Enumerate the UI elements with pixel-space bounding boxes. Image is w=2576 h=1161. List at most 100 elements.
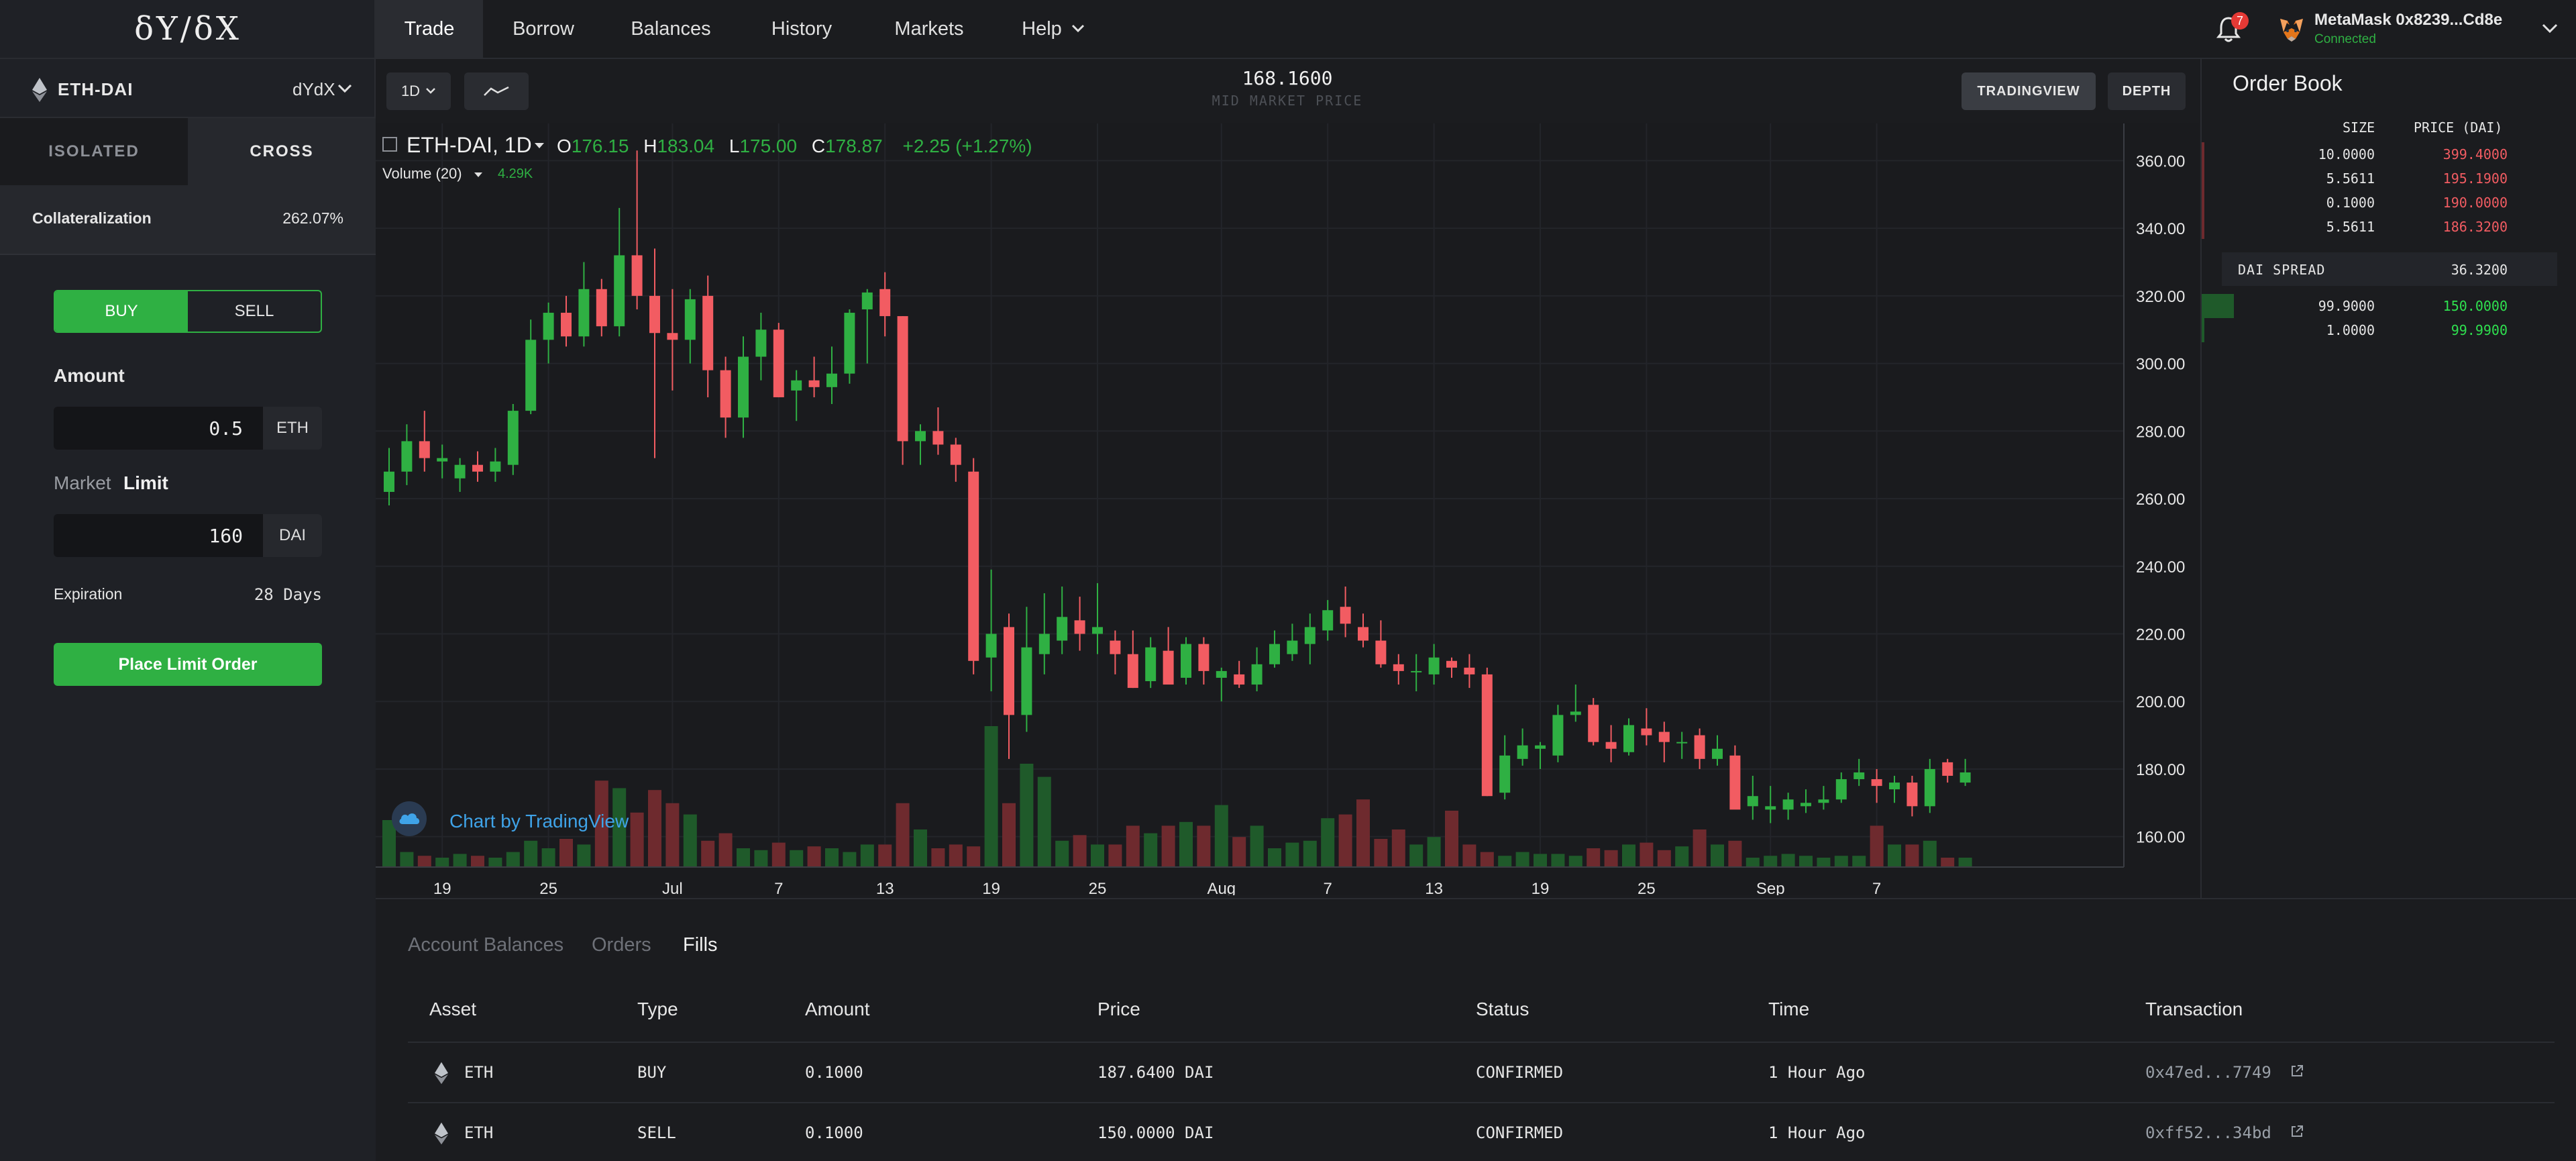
ask-row[interactable]: 0.1000 190.0000 xyxy=(2202,191,2576,215)
tradingview-logo-icon[interactable] xyxy=(392,801,427,836)
caret-down-icon[interactable] xyxy=(534,142,545,149)
exchange-label[interactable]: dYdX xyxy=(292,79,335,99)
ask-row[interactable]: 5.5611 195.1900 xyxy=(2202,166,2576,191)
candle xyxy=(1269,630,1280,668)
candle xyxy=(1499,735,1511,800)
candle xyxy=(1375,620,1387,668)
ask-row[interactable]: 10.0000 399.4000 xyxy=(2202,142,2576,166)
volume-bar xyxy=(435,858,449,867)
view-depth-button[interactable]: DEPTH xyxy=(2108,72,2186,110)
chevron-down-icon[interactable] xyxy=(2541,23,2559,35)
candle-body xyxy=(1801,803,1811,807)
chart-type-button[interactable] xyxy=(464,72,529,110)
amount-field[interactable]: 0.5 ETH xyxy=(54,407,322,450)
market-selector[interactable]: ETH-DAI dYdX xyxy=(0,59,376,118)
x-tick-label: 13 xyxy=(876,880,894,895)
candle xyxy=(578,262,590,347)
candle-body xyxy=(1428,657,1440,674)
candle-body xyxy=(454,464,466,478)
tradingview-attribution-link[interactable]: Chart by TradingView xyxy=(449,811,629,831)
order-type-market[interactable]: Market xyxy=(54,472,111,493)
tab-cross[interactable]: CROSS xyxy=(188,118,376,185)
candlestick-chart[interactable]: 360.00 340.00 320.00 300.00 280.00 260.00 240.… xyxy=(376,123,2199,898)
table-row[interactable]: ETH SELL 0.1000 150.0000 DAI CONFIRMED 1… xyxy=(408,1102,2555,1161)
expiration-value[interactable]: 28 Days xyxy=(254,585,322,604)
candle xyxy=(1871,768,1882,803)
candle-body xyxy=(1038,634,1050,654)
collapse-legend-icon[interactable] xyxy=(382,137,397,152)
nav-trade[interactable]: Trade xyxy=(376,0,483,58)
bid-row[interactable]: 1.0000 99.9900 xyxy=(2202,318,2576,342)
tab-isolated[interactable]: ISOLATED xyxy=(0,118,188,185)
table-row[interactable]: ETH BUY 0.1000 187.6400 DAI CONFIRMED 1 … xyxy=(408,1042,2555,1102)
tab-account-balances[interactable]: Account Balances xyxy=(408,934,564,956)
x-tick-label: 19 xyxy=(433,880,451,895)
sell-button[interactable]: SELL xyxy=(234,302,274,320)
notifications-badge: 7 xyxy=(2231,12,2249,30)
col-price: Price xyxy=(1097,999,1140,1019)
price-field[interactable]: 160 DAI xyxy=(54,514,322,557)
order-type-limit[interactable]: Limit xyxy=(123,472,168,493)
notifications-button[interactable]: 7 xyxy=(2214,12,2249,47)
fill-asset: ETH xyxy=(464,1123,494,1142)
ethereum-icon xyxy=(32,78,47,102)
candle xyxy=(525,319,537,415)
chart-symbol[interactable]: ETH-DAI, 1D xyxy=(407,133,532,157)
nav-balances[interactable]: Balances xyxy=(631,17,711,40)
external-link-icon[interactable] xyxy=(2290,1125,2304,1138)
chevron-down-icon[interactable] xyxy=(337,83,353,94)
candle-body xyxy=(401,441,413,472)
candle-body xyxy=(1411,670,1422,672)
nav-history[interactable]: History xyxy=(771,17,833,40)
candle xyxy=(437,444,448,478)
candle xyxy=(1658,721,1670,762)
wallet-button[interactable]: MetaMask 0x8239...Cd8e Connected xyxy=(2278,8,2560,51)
fill-type: SELL xyxy=(637,1123,676,1142)
nav-borrow[interactable]: Borrow xyxy=(513,17,574,40)
volume-bar xyxy=(1126,825,1140,867)
candle xyxy=(985,569,997,692)
bid-depth-bar xyxy=(2202,294,2234,318)
tab-fills[interactable]: Fills xyxy=(683,934,718,956)
fill-transaction-link[interactable]: 0xff52...34bd xyxy=(2145,1123,2271,1142)
candle xyxy=(1623,718,1634,756)
buy-button[interactable]: BUY xyxy=(55,291,188,332)
left-sidebar: δY/δX ETH-DAI dYdX ISOLATED CROSS Collat… xyxy=(0,0,376,1161)
nav-help[interactable]: Help xyxy=(993,0,1114,58)
fill-transaction-link[interactable]: 0x47ed...7749 xyxy=(2145,1063,2271,1082)
candle xyxy=(1411,654,1422,692)
interval-selector[interactable]: 1D xyxy=(386,72,451,110)
ask-depth-bar xyxy=(2202,166,2204,191)
mid-price: 168.1600 xyxy=(1242,67,1333,89)
tab-orders[interactable]: Orders xyxy=(592,934,651,956)
candle xyxy=(1251,647,1263,692)
candle xyxy=(1747,776,1758,820)
view-tradingview-button[interactable]: TRADINGVIEW xyxy=(1962,72,2096,110)
ask-row[interactable]: 5.5611 186.3200 xyxy=(2202,215,2576,239)
candle-body xyxy=(1127,654,1138,689)
c-label: C xyxy=(811,136,826,156)
candle-body xyxy=(1322,610,1334,631)
place-order-button[interactable]: Place Limit Order xyxy=(54,643,322,686)
price-value[interactable]: 160 xyxy=(209,524,243,547)
amount-label: Amount xyxy=(54,365,125,386)
caret-down-icon[interactable] xyxy=(474,172,483,178)
amount-value[interactable]: 0.5 xyxy=(209,417,243,440)
volume-bar xyxy=(1055,840,1069,867)
nav-markets[interactable]: Markets xyxy=(894,17,964,40)
candle-body xyxy=(507,411,519,465)
price-chart[interactable]: 360.00 340.00 320.00 300.00 280.00 260.00 240.… xyxy=(376,123,2199,898)
chevron-down-icon xyxy=(1071,24,1084,33)
x-tick-label: 7 xyxy=(774,880,783,895)
external-link-icon[interactable] xyxy=(2290,1064,2304,1078)
logo[interactable]: δY/δX xyxy=(0,0,376,59)
candle-body xyxy=(1676,742,1688,744)
volume-bar xyxy=(1091,844,1104,867)
volume-bar xyxy=(1002,803,1016,867)
candle-body xyxy=(1641,728,1652,736)
volume-bar xyxy=(1551,854,1565,867)
bid-row[interactable]: 99.9000 150.0000 xyxy=(2202,294,2576,318)
volume-label[interactable]: Volume (20) xyxy=(382,165,462,182)
ask-size: 0.1000 xyxy=(2326,195,2375,211)
x-tick-label: 25 xyxy=(539,880,557,895)
